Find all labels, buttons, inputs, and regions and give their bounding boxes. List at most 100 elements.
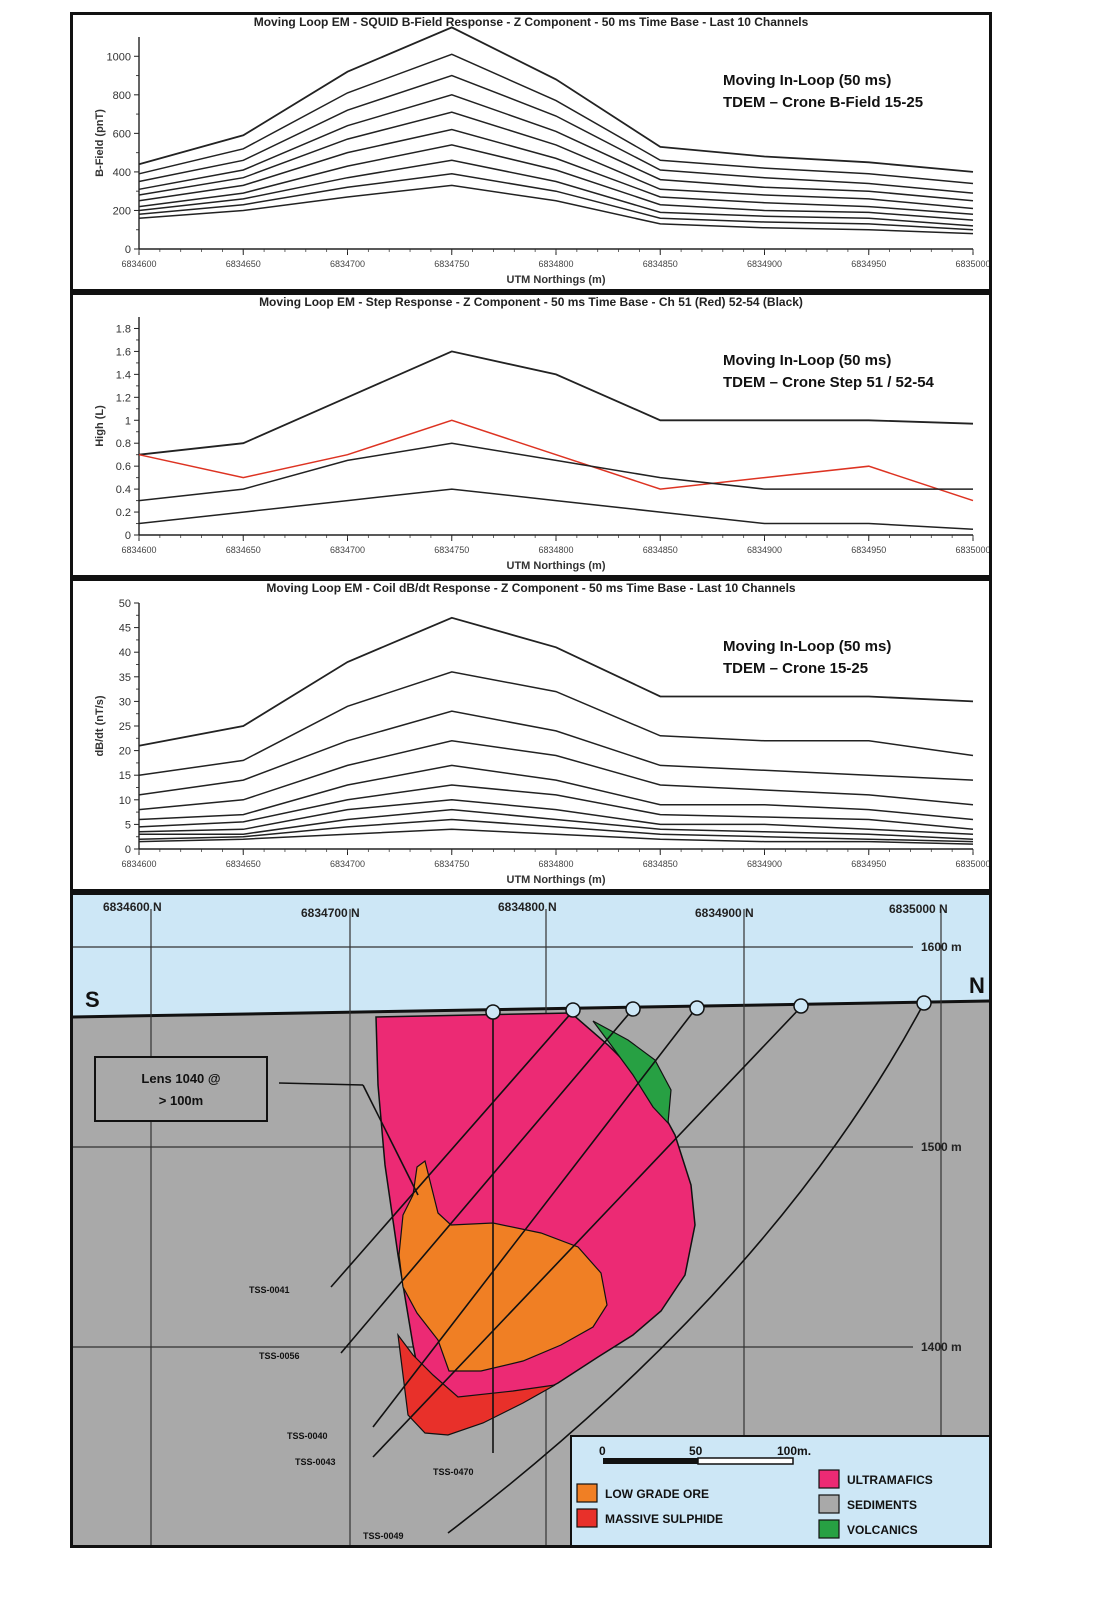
series-line [138, 74, 974, 194]
x-tick-label: 6835000 [955, 859, 989, 869]
low-grade-ore-body [398, 1159, 608, 1372]
y-tick-label: 0 [125, 530, 131, 542]
elevation-label: 1500 m [921, 1140, 962, 1154]
y-tick-label: 20 [119, 746, 131, 758]
chart-annotation: Moving In-Loop (50 ms) [723, 352, 891, 369]
legend-label: ULTRAMAFICS [847, 1473, 933, 1487]
series-line [138, 818, 974, 843]
legend-swatch [818, 1494, 840, 1514]
y-tick-label: 5 [125, 819, 131, 831]
x-tick-label: 6834750 [434, 859, 469, 869]
chart-annotation: Moving In-Loop (50 ms) [723, 638, 891, 655]
y-tick-label: 0.8 [116, 438, 131, 450]
bfield-chart-panel: Moving Loop EM - SQUID B-Field Response … [70, 12, 992, 292]
series-line [138, 94, 974, 202]
y-axis-label: dB/dt (nT/s) [94, 695, 106, 756]
x-tick-label: 6834850 [643, 259, 678, 269]
series-line [138, 53, 974, 185]
x-tick-label: 6834750 [434, 545, 469, 555]
legend-swatch [576, 1508, 598, 1528]
x-tick-label: 6834650 [226, 259, 261, 269]
series-line [139, 808, 974, 840]
y-tick-label: 45 [119, 623, 131, 635]
y-axis-label: B-Field (pnT) [94, 109, 106, 177]
x-tick-label: 6834600 [121, 859, 156, 869]
y-tick-label: 0.2 [116, 507, 131, 519]
x-tick-label: 6835000 [955, 259, 989, 269]
y-tick-label: 1 [125, 415, 131, 427]
step-chart: 0 0.2 0.4 0.6 0.8 1 1.2 1.4 1.6 1.8 6834600 6834650… [94, 317, 989, 572]
lens-label-line2: > 100m [159, 1093, 203, 1108]
northing-label: 6834800 N [498, 900, 557, 914]
cross-section: 6834600 N 6834700 N 6834800 N 6834900 N … [73, 895, 989, 1545]
chart-annotation: Moving In-Loop (50 ms) [723, 72, 891, 89]
hole-label: TSS-0040 [287, 1431, 328, 1441]
y-tick-label: 35 [119, 672, 131, 684]
y-tick-label: 1000 [107, 51, 131, 63]
series-line [138, 419, 974, 502]
dbdt-chart-panel: Moving Loop EM - Coil dB/dt Response - Z… [70, 578, 992, 892]
legend-label: VOLCANICS [847, 1523, 918, 1537]
x-tick-label: 6834800 [538, 859, 573, 869]
section-grid [73, 909, 942, 1545]
x-tick-label: 6834700 [330, 859, 365, 869]
series-line [138, 144, 974, 221]
y-tick-label: 800 [113, 90, 131, 102]
x-tick-label: 6834850 [643, 545, 678, 555]
scale-label: 100m. [777, 1444, 811, 1458]
legend-swatch [818, 1469, 840, 1489]
y-tick-label: 30 [119, 696, 131, 708]
hole-label: TSS-0049 [363, 1531, 404, 1541]
hole-label: TSS-0041 [249, 1285, 290, 1295]
x-tick-label: 6834850 [643, 859, 678, 869]
series-line [138, 350, 974, 456]
step-chart-panel: Moving Loop EM - Step Response - Z Compo… [70, 292, 992, 578]
x-tick-label: 6834650 [226, 545, 261, 555]
north-label: N [969, 973, 985, 998]
cross-section-panel: 6834600 N 6834700 N 6834800 N 6834900 N … [70, 892, 992, 1548]
x-axis-label: UTM Northings (m) [507, 560, 606, 572]
series-line [138, 740, 974, 811]
y-tick-label: 50 [119, 598, 131, 610]
y-tick-label: 0 [125, 844, 131, 856]
series-line [138, 671, 974, 776]
series-line [138, 784, 974, 831]
series-line [138, 26, 974, 173]
lens-label-line1: Lens 1040 @ [141, 1071, 220, 1086]
x-tick-label: 6834950 [851, 545, 886, 555]
south-label: S [85, 987, 100, 1012]
bfield-chart: 0 200 400 600 800 1000 6834600 6834650 6834700 68… [94, 26, 989, 286]
y-tick-label: 10 [119, 795, 131, 807]
series-line [138, 488, 974, 531]
chart-title: Moving Loop EM - SQUID B-Field Response … [253, 15, 809, 29]
legend-swatch [576, 1483, 598, 1503]
x-tick-label: 6834600 [121, 259, 156, 269]
northing-label: 6834900 N [695, 906, 754, 920]
hole-label: TSS-0470 [433, 1467, 474, 1477]
legend-label: LOW GRADE ORE [605, 1487, 709, 1501]
section-legend: 0 50 100m. LOW GRADE ORE MASSIVE SULPHID… [570, 1435, 989, 1545]
y-axis-label: High (L) [94, 405, 106, 447]
y-tick-label: 0 [125, 244, 131, 256]
x-tick-label: 6834750 [434, 259, 469, 269]
x-tick-label: 6834800 [538, 259, 573, 269]
x-tick-label: 6834900 [747, 545, 782, 555]
y-tick-label: 1.8 [116, 323, 131, 335]
series-line [138, 128, 974, 216]
hole-label: TSS-0043 [295, 1457, 336, 1467]
series-line [138, 442, 973, 502]
y-tick-label: 0.6 [116, 461, 131, 473]
chart-title: Moving Loop EM - Step Response - Z Compo… [259, 295, 803, 309]
dbdt-chart: 0 5 10 15 20 25 30 35 40 45 50 6834600 6834650 683470… [94, 598, 989, 886]
sky-area [73, 895, 989, 1017]
y-tick-label: 15 [119, 770, 131, 782]
elevation-label: 1400 m [921, 1340, 962, 1354]
y-tick-label: 1.6 [116, 346, 131, 358]
scale-label: 0 [599, 1444, 606, 1458]
chart-annotation: TDEM – Crone Step 51 / 52-54 [723, 374, 935, 391]
series-line [138, 616, 974, 747]
series-line [138, 159, 974, 227]
series-line [138, 173, 974, 231]
x-tick-label: 6835000 [955, 545, 989, 555]
hole-label: TSS-0056 [259, 1351, 300, 1361]
